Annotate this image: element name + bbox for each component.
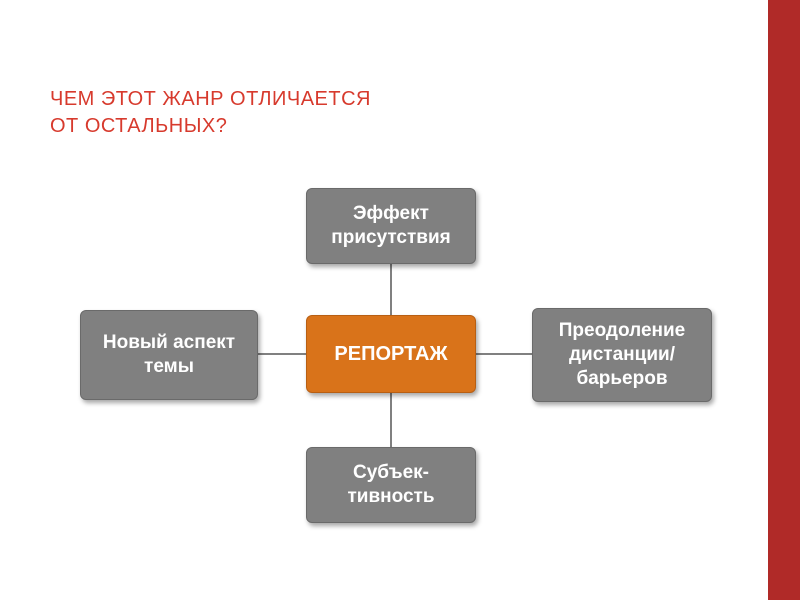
- node-bottom: Субъек- тивность: [306, 447, 476, 523]
- node-center: РЕПОРТАЖ: [306, 315, 476, 393]
- node-right: Преодоление дистанции/ барьеров: [532, 308, 712, 402]
- edge-center-right: [476, 353, 532, 355]
- edge-center-left: [258, 353, 306, 355]
- edge-center-top: [390, 264, 392, 315]
- node-top: Эффект присутствия: [306, 188, 476, 264]
- node-left: Новый аспект темы: [80, 310, 258, 400]
- diagram-canvas: РЕПОРТАЖ Эффект присутствия Новый аспект т…: [0, 0, 800, 600]
- slide: ЧЕМ ЭТОТ ЖАНР ОТЛИЧАЕТСЯ ОТ ОСТАЛЬНЫХ? Р…: [0, 0, 800, 600]
- edge-center-bottom: [390, 393, 392, 447]
